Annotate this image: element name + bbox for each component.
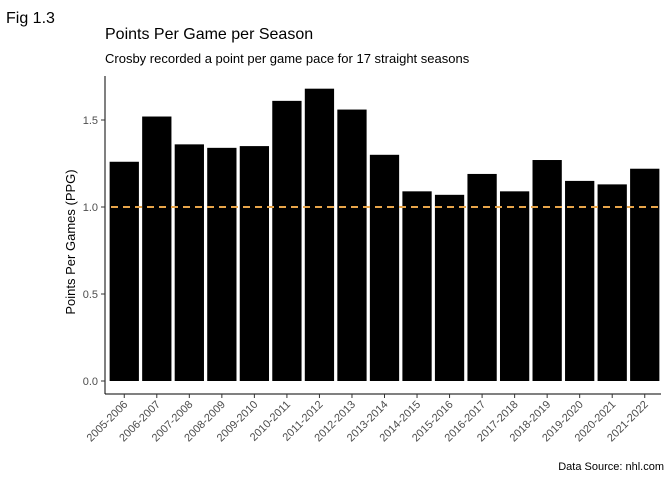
bar-2015-2016: [434, 194, 465, 381]
y-tick-label: 0.0: [83, 376, 98, 388]
y-axis-title: Points Per Games (PPG): [63, 169, 78, 314]
y-tick-label: 1.0: [83, 202, 98, 214]
bar-2014-2015: [402, 191, 432, 381]
bar-2016-2017: [467, 173, 497, 381]
bars-group: [109, 88, 660, 382]
bar-2020-2021: [597, 184, 627, 381]
bar-2010-2011: [272, 100, 302, 382]
bar-2009-2010: [239, 146, 270, 381]
bar-2012-2013: [337, 109, 367, 381]
chart-title: Points Per Game per Season: [105, 26, 313, 43]
bar-2006-2007: [142, 116, 172, 382]
bar-2018-2019: [532, 160, 562, 381]
y-tick-label: 0.5: [83, 289, 98, 301]
bar-2013-2014: [369, 154, 400, 381]
figure-label: Fig 1.3: [6, 10, 55, 27]
bar-2011-2012: [304, 88, 335, 382]
bar-2007-2008: [174, 144, 204, 381]
bar-2017-2018: [499, 191, 530, 381]
source-caption: Data Source: nhl.com: [558, 461, 664, 473]
bar-2019-2020: [565, 180, 595, 381]
y-tick-label: 1.5: [83, 115, 98, 127]
chart-subtitle: Crosby recorded a point per game pace fo…: [105, 51, 470, 66]
y-axis-ticks: 0.0 0.5 1.0 1.5: [83, 115, 105, 388]
x-axis-ticks: 2005-20062006-20072007-20082008-20092009…: [85, 394, 651, 444]
bar-2005-2006: [109, 161, 139, 381]
bar-2021-2022: [630, 168, 660, 381]
bar-2008-2009: [207, 147, 237, 381]
